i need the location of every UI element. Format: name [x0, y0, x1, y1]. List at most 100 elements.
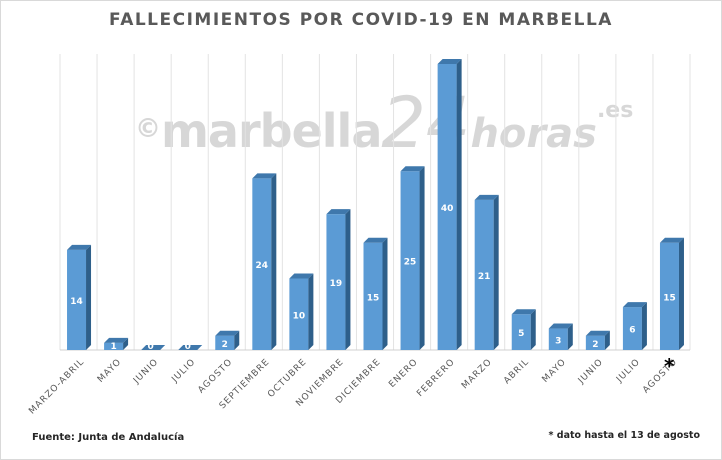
bar-top [437, 59, 462, 64]
data-label: 3 [555, 336, 561, 346]
bar: 40 [437, 59, 462, 350]
bar-top [659, 237, 684, 243]
data-label: 19 [330, 279, 343, 289]
data-label: 5 [518, 329, 524, 339]
bar-side [86, 244, 92, 350]
x-tick-label: MARZO-ABRIL [27, 357, 86, 416]
x-tick-label: AGOSTO [196, 357, 234, 395]
bar-side [123, 337, 129, 350]
data-label: 1 [110, 342, 116, 352]
bar-top [215, 330, 240, 336]
bar-top [141, 345, 166, 350]
data-label: 15 [367, 293, 380, 303]
bar-top [67, 244, 92, 250]
chart-title: FALLECIMIENTOS POR COVID-19 EN MARBELLA [109, 10, 613, 30]
data-label: 2 [222, 340, 228, 350]
bar-front [474, 199, 494, 350]
bar-side [567, 323, 573, 350]
bar: 0 [141, 342, 166, 352]
x-axis-labels: MARZO-ABRIL MAYO JUNIO JULIOAGOSTOSEPTIEMBR… [27, 357, 679, 416]
bar: 15 [659, 237, 684, 350]
bar-side [678, 237, 684, 350]
bar-top [622, 302, 647, 308]
bar-front [104, 342, 124, 350]
x-tick-label: MARZO [460, 357, 494, 391]
x-tick-label: JUNIO [576, 357, 605, 386]
bar-front [289, 278, 309, 350]
bar-front [548, 328, 568, 350]
data-label: 25 [404, 258, 417, 268]
bar-front [215, 335, 235, 350]
bar: 2 [215, 330, 240, 350]
bar-top [474, 194, 499, 200]
asterisk-marker: * [664, 354, 675, 378]
bar-side [419, 166, 425, 350]
bar: 19 [326, 209, 351, 350]
bar: 24 [252, 173, 277, 350]
bar-side [604, 330, 610, 350]
bar: 21 [474, 194, 499, 350]
bar-top [363, 237, 388, 243]
footnote: * dato hasta el 13 de agosto [548, 430, 701, 441]
x-tick-label: JULIO [614, 357, 642, 385]
source-note: Fuente: Junta de Andalucía [32, 432, 185, 443]
bar-top [252, 173, 277, 179]
bar-front [585, 335, 605, 350]
bar-top [326, 209, 351, 215]
bar-front [400, 171, 420, 350]
bar-front [67, 249, 87, 350]
bar-front [326, 214, 346, 350]
data-label: 2 [592, 340, 598, 350]
x-tick-label: JULIO [170, 357, 198, 385]
bar-front [659, 242, 679, 350]
bar-side [493, 194, 499, 350]
bar: 10 [289, 273, 314, 350]
data-label: 40 [441, 204, 454, 214]
bar-side [641, 302, 647, 350]
data-label: 0 [185, 342, 191, 352]
bar-side [308, 273, 314, 350]
bar-top [400, 166, 425, 172]
bar: 0 [178, 342, 203, 352]
data-label: 15 [663, 293, 676, 303]
bar: 2 [585, 330, 610, 350]
x-tick-label: ENERO [387, 357, 420, 390]
x-tick-label: ABRIL [502, 357, 531, 386]
data-label: 21 [478, 272, 491, 282]
bar: 5 [511, 309, 536, 350]
bar: 3 [548, 323, 573, 350]
x-tick-label: JUNIO [131, 357, 160, 386]
data-label: 10 [293, 311, 306, 321]
data-label: 6 [629, 326, 635, 336]
bar-front [363, 242, 383, 350]
data-label: 14 [70, 297, 83, 307]
bar: 25 [400, 166, 425, 350]
bar-top [104, 337, 129, 343]
bar: 15 [363, 237, 388, 350]
bar-front [622, 307, 642, 350]
bar-top [548, 323, 573, 329]
gridlines [59, 54, 691, 351]
bar-front [252, 178, 272, 350]
bar-top [178, 345, 203, 350]
bar-side [456, 59, 462, 350]
bar-side [271, 173, 277, 350]
bar-side [345, 209, 351, 350]
bar-top [585, 330, 610, 336]
bar: 1 [104, 337, 129, 352]
bar: 6 [622, 302, 647, 350]
data-label: 24 [256, 261, 269, 271]
bar-side [234, 330, 240, 350]
bar-top [289, 273, 314, 279]
x-tick-label: FEBRERO [415, 357, 457, 399]
bar-side [530, 309, 536, 350]
bar-top [511, 309, 536, 315]
x-tick-label: MAYO [96, 357, 124, 385]
bar-front [511, 314, 531, 350]
x-tick-label: MAYO [541, 357, 569, 385]
bar-side [382, 237, 388, 350]
bar-front [437, 64, 457, 350]
